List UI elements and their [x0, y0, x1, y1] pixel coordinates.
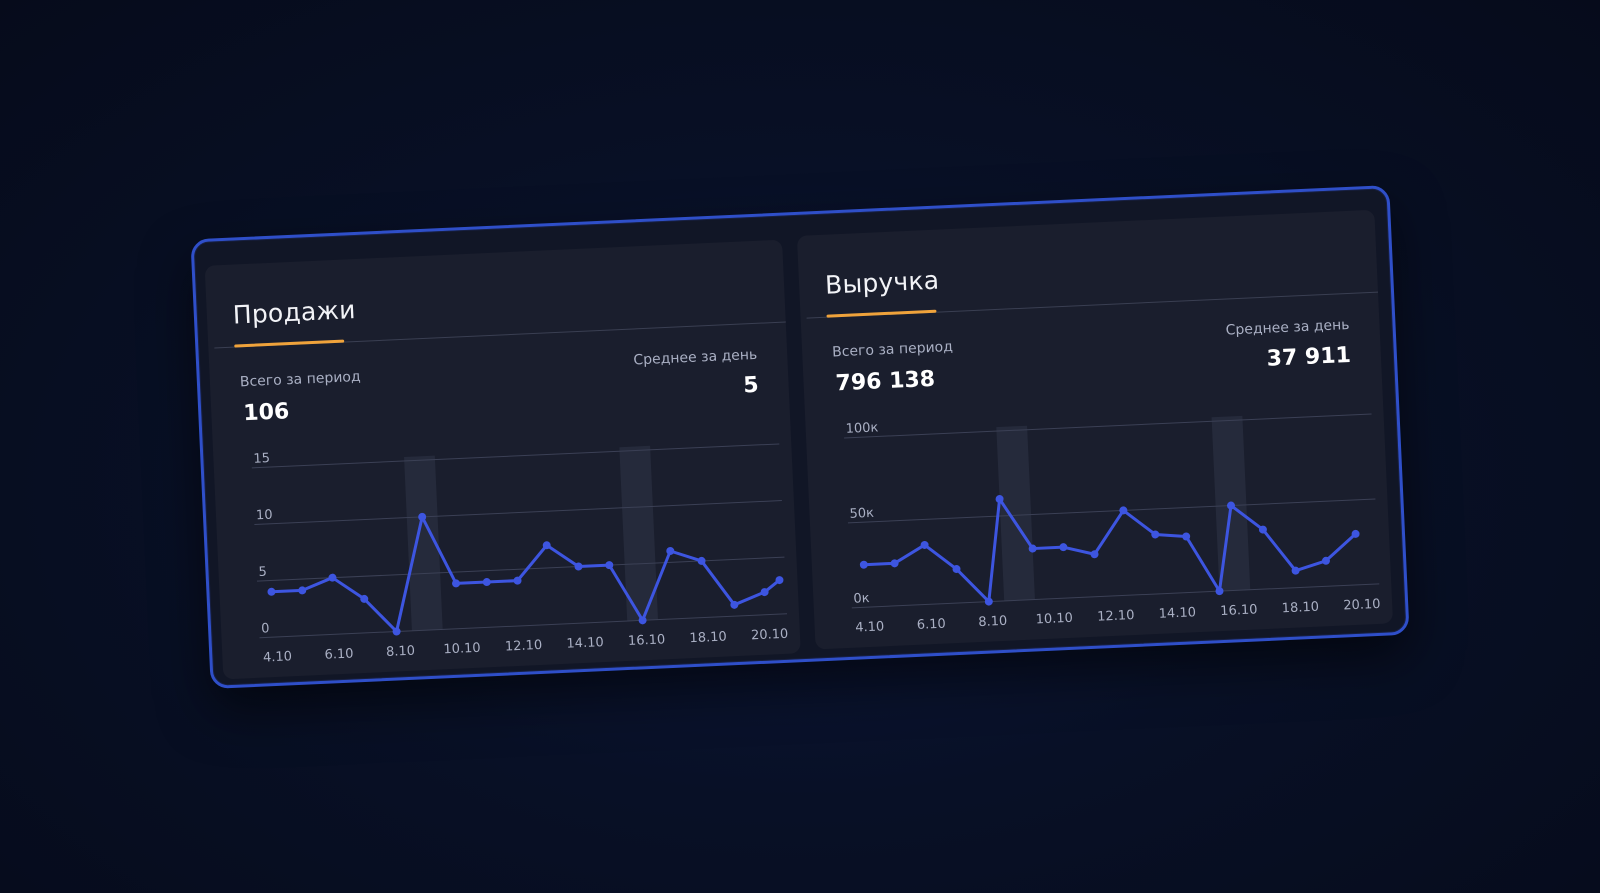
- total-label: Всего за период: [831, 338, 954, 361]
- data-point: [638, 616, 647, 625]
- data-point: [859, 560, 868, 569]
- data-point: [1351, 529, 1360, 538]
- title-accent-underline: [234, 339, 345, 348]
- x-tick-label: 10.10: [443, 641, 481, 658]
- x-tick-label: 6.10: [324, 646, 354, 662]
- average-value: 5: [742, 372, 760, 399]
- highlight-band: [996, 425, 1035, 601]
- total-value: 106: [242, 399, 290, 427]
- data-point: [392, 627, 401, 636]
- sales-panel: Продажи Всего за период 106 Среднее за д…: [204, 239, 801, 680]
- x-tick-label: 18.10: [1281, 600, 1319, 617]
- series-line: [269, 515, 781, 634]
- x-tick-label: 14.10: [1158, 605, 1196, 622]
- data-point: [1090, 550, 1099, 559]
- y-tick-label: 15: [253, 451, 270, 467]
- average-label: Среднее за день: [633, 346, 758, 369]
- data-point: [984, 597, 993, 606]
- series-line: [862, 497, 1358, 604]
- data-point: [298, 586, 307, 595]
- x-tick-label: 4.10: [855, 619, 885, 635]
- data-point: [920, 540, 929, 549]
- data-point: [452, 579, 461, 588]
- x-tick-label: 20.10: [751, 627, 789, 644]
- revenue-panel: Выручка Всего за период 796 138 Среднее …: [796, 209, 1394, 650]
- total-label: Всего за период: [239, 368, 361, 391]
- data-point: [1291, 566, 1300, 575]
- data-point: [1028, 544, 1037, 553]
- y-tick-label: 100к: [845, 420, 878, 436]
- data-point: [1119, 506, 1128, 515]
- data-point: [995, 495, 1004, 504]
- gridline: [254, 500, 782, 526]
- data-point: [730, 600, 739, 609]
- x-tick-label: 4.10: [263, 649, 293, 665]
- data-point: [574, 562, 583, 571]
- data-point: [513, 576, 522, 585]
- data-point: [418, 512, 427, 521]
- x-tick-label: 8.10: [386, 644, 416, 660]
- data-point: [890, 559, 899, 568]
- x-tick-label: 12.10: [505, 638, 543, 655]
- x-tick-label: 6.10: [917, 617, 947, 633]
- x-tick-label: 16.10: [1220, 602, 1258, 619]
- gridline: [844, 413, 1372, 439]
- y-tick-label: 0к: [853, 591, 870, 607]
- y-tick-label: 5: [258, 565, 267, 580]
- dashboard-frame: Продажи Всего за период 106 Среднее за д…: [190, 185, 1410, 689]
- data-point: [1151, 530, 1160, 539]
- average-label: Среднее за день: [1225, 316, 1350, 339]
- data-point: [328, 573, 337, 582]
- title-accent-underline: [826, 309, 937, 318]
- data-point: [1258, 525, 1267, 534]
- data-point: [542, 541, 551, 550]
- data-point: [697, 556, 706, 565]
- average-value: 37 911: [1266, 342, 1352, 372]
- data-point: [760, 588, 769, 597]
- x-tick-label: 16.10: [628, 632, 666, 649]
- y-tick-label: 0: [261, 621, 270, 636]
- data-point: [1059, 543, 1068, 552]
- data-point: [267, 587, 276, 596]
- data-point: [605, 561, 614, 570]
- data-point: [952, 565, 961, 574]
- x-tick-label: 20.10: [1343, 597, 1381, 614]
- data-point: [1227, 501, 1236, 510]
- panel-title: Выручка: [824, 265, 940, 300]
- x-tick-label: 14.10: [566, 635, 604, 652]
- total-value: 796 138: [835, 366, 936, 397]
- data-point: [1182, 532, 1191, 541]
- x-tick-label: 18.10: [689, 630, 727, 647]
- data-point: [1215, 587, 1224, 596]
- data-point: [360, 594, 369, 603]
- data-point: [666, 547, 675, 556]
- panel-title: Продажи: [232, 295, 357, 330]
- data-point: [1321, 556, 1330, 565]
- x-tick-label: 10.10: [1035, 611, 1073, 628]
- gridline: [847, 498, 1376, 524]
- gridline: [251, 443, 780, 469]
- highlight-band: [404, 455, 443, 631]
- data-point: [482, 578, 491, 587]
- data-point: [775, 576, 784, 585]
- y-tick-label: 50к: [849, 506, 874, 522]
- sales-line-chart: 0 5 10 15 4.10 6.10 8.10 10.10 12.10 14.10 16.10 18…: [251, 443, 789, 666]
- highlight-band: [619, 445, 658, 622]
- gridline: [259, 613, 788, 639]
- x-tick-label: 8.10: [978, 614, 1008, 630]
- gridline: [256, 556, 785, 582]
- x-tick-label: 12.10: [1097, 608, 1135, 625]
- gridline: [851, 583, 1380, 609]
- revenue-line-chart: 0к 50к 100к 4.10 6.10 8.10 10.10 12.10 14.10 16.1…: [844, 413, 1381, 636]
- y-tick-label: 10: [256, 508, 273, 524]
